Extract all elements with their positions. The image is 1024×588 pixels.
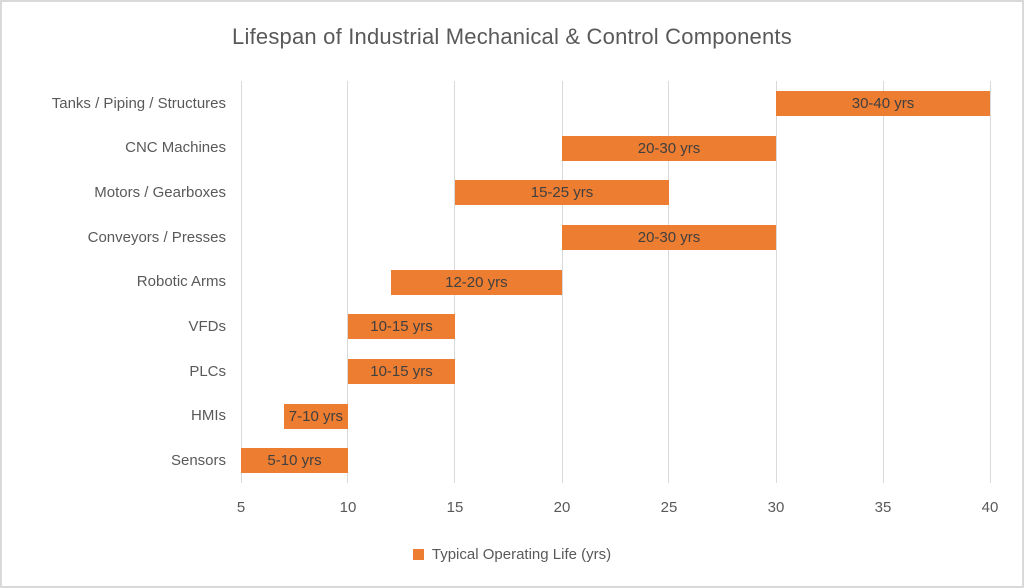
gridline [347,81,349,483]
x-tick-label: 40 [981,499,999,516]
category-label: HMIs [191,407,226,425]
x-tick-label: 25 [660,499,678,516]
bar-conveyors-presses: 20-30 yrs [562,224,776,250]
chart-title: Lifespan of Industrial Mechanical & Cont… [232,24,792,49]
bar-sensors: 5-10 yrs [241,448,348,474]
legend-swatch [412,549,424,560]
gridline [561,81,563,483]
bar-data-label: 15-25 yrs [530,184,594,202]
category-label: VFDs [188,318,227,336]
bar-data-label: 20-30 yrs [637,139,701,157]
bar-robotic-arms: 12-20 yrs [390,269,562,295]
bar-data-label: 10-15 yrs [370,318,433,336]
gridline [989,81,991,483]
bar-tanks-piping-structures: 30-40 yrs [776,90,990,116]
bar-data-label: 10-15 yrs [370,362,433,380]
legend-label: Typical Operating Life (yrs) [431,546,612,563]
bar-vfds: 10-15 yrs [348,314,455,340]
category-label: Sensors [170,452,226,470]
bar-data-label: 5-10 yrs [267,452,322,470]
category-label: PLCs [189,362,226,380]
gridline [882,81,884,483]
x-tick-label: 5 [236,499,246,516]
bar-plcs: 10-15 yrs [348,358,455,384]
category-label: Robotic Arms [136,273,226,291]
bar-hmis: 7-10 yrs [283,403,348,429]
bar-data-label: 30-40 yrs [851,94,915,112]
bar-data-label: 20-30 yrs [637,228,701,246]
category-label: Motors / Gearboxes [94,184,226,202]
category-label: Conveyors / Presses [87,228,226,246]
gridline [775,81,777,483]
category-label: Tanks / Piping / Structures [51,94,226,112]
x-tick-label: 30 [767,499,785,516]
gridline [668,81,670,483]
gridline [240,81,242,483]
x-axis: 5 10 15 20 25 30 35 40 [237,499,999,519]
plot-area: 30-40 yrs 20-30 yrs 15-25 yrs 20-30 yrs 12-2… [240,81,991,483]
category-label: CNC Machines [125,139,226,157]
bar-data-label: 12-20 yrs [445,273,508,291]
legend: Typical Operating Life (yrs) [2,546,1022,563]
bar-motors-gearboxes: 15-25 yrs [455,180,669,206]
x-tick-label: 15 [446,499,464,516]
x-tick-label: 20 [553,499,571,516]
x-tick-label: 10 [339,499,357,516]
x-tick-label: 35 [874,499,892,516]
bar-data-label: 7-10 yrs [288,407,343,425]
bar-cnc-machines: 20-30 yrs [562,135,776,161]
category-axis: Tanks / Piping / Structures CNC Machines M… [2,81,226,483]
